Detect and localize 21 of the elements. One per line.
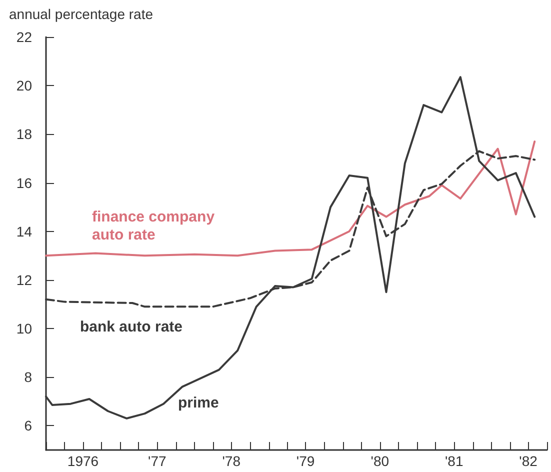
x-tick-label: '77 — [148, 453, 167, 469]
series-label: prime — [178, 394, 219, 412]
x-tick-label: '81 — [444, 453, 464, 469]
y-axis-title: annual percentage rate — [9, 6, 154, 22]
y-tick-label: 18 — [16, 126, 32, 142]
x-tick-label: 1976 — [67, 453, 99, 469]
series-label: bank auto rate — [80, 318, 183, 336]
series-label: finance company auto rate — [92, 208, 219, 244]
y-tick-label: 10 — [16, 320, 32, 337]
x-tick-label: '82 — [519, 453, 538, 469]
y-tick-label: 6 — [24, 418, 32, 434]
y-tick-label: 14 — [16, 223, 32, 240]
y-tick-label: 16 — [16, 174, 32, 191]
y-tick-label: 20 — [16, 78, 32, 94]
x-tick-label: '80 — [370, 453, 390, 469]
x-tick-label: '79 — [296, 453, 315, 469]
x-tick-label: '78 — [222, 453, 241, 469]
line-series — [45, 140, 536, 257]
y-tick-label: 8 — [24, 369, 32, 386]
y-tick-label: 22 — [16, 29, 32, 45]
y-tick-label: 12 — [16, 272, 32, 288]
